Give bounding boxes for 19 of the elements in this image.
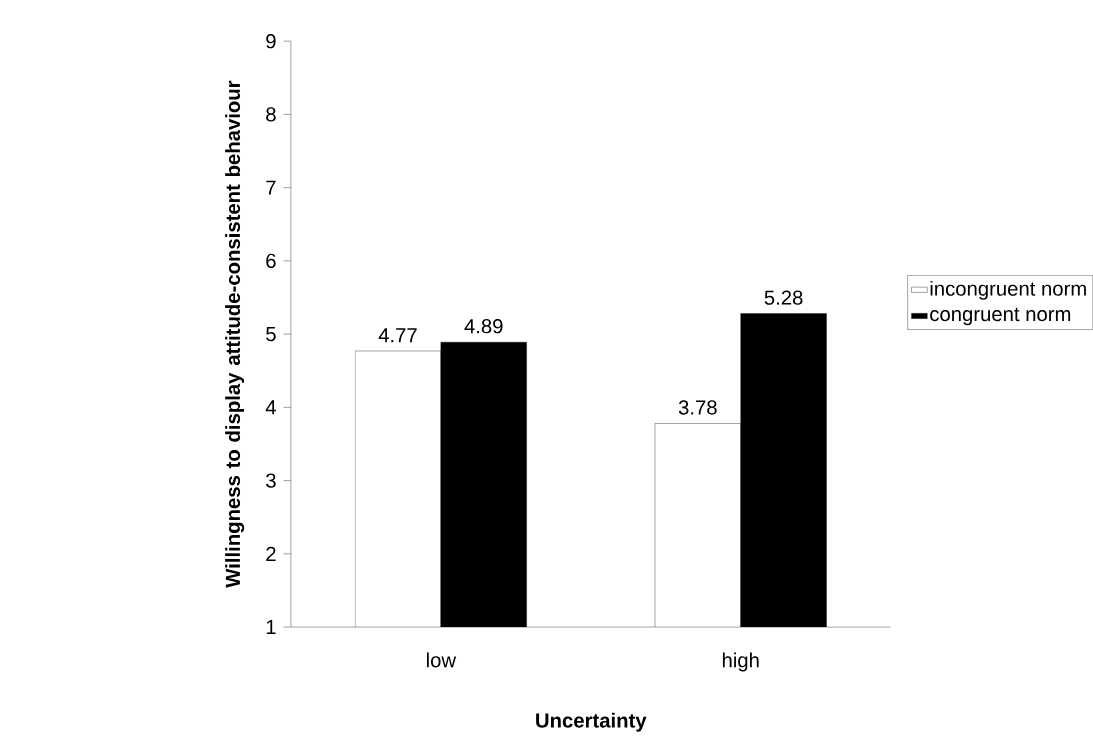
y-tick-label: 1 [266, 619, 276, 634]
data-label: 3.78 [678, 400, 717, 415]
y-tick-label: 4 [265, 400, 276, 415]
y-tick-label: 3 [266, 473, 276, 488]
x-tick-label: high [722, 652, 759, 672]
y-tick-label: 2 [266, 546, 276, 561]
y-tick-label: 9 [266, 33, 276, 49]
data-label: 4.77 [378, 327, 417, 342]
y-tick-label: 8 [266, 106, 276, 122]
data-label: 4.89 [464, 318, 503, 334]
y-tick-label: 6 [266, 253, 276, 268]
y-tick-label: 5 [266, 326, 276, 341]
y-axis-title: Willingness to display attitude-consistent behaviour [225, 80, 245, 588]
x-axis-title: Uncertainty [536, 712, 647, 732]
x-tick-label: low [426, 652, 457, 668]
data-label: 5.28 [764, 290, 803, 305]
y-tick-label: 7 [266, 180, 276, 195]
legend-label: congruent norm [930, 307, 1071, 325]
legend-label: incongruent norm [930, 280, 1086, 300]
